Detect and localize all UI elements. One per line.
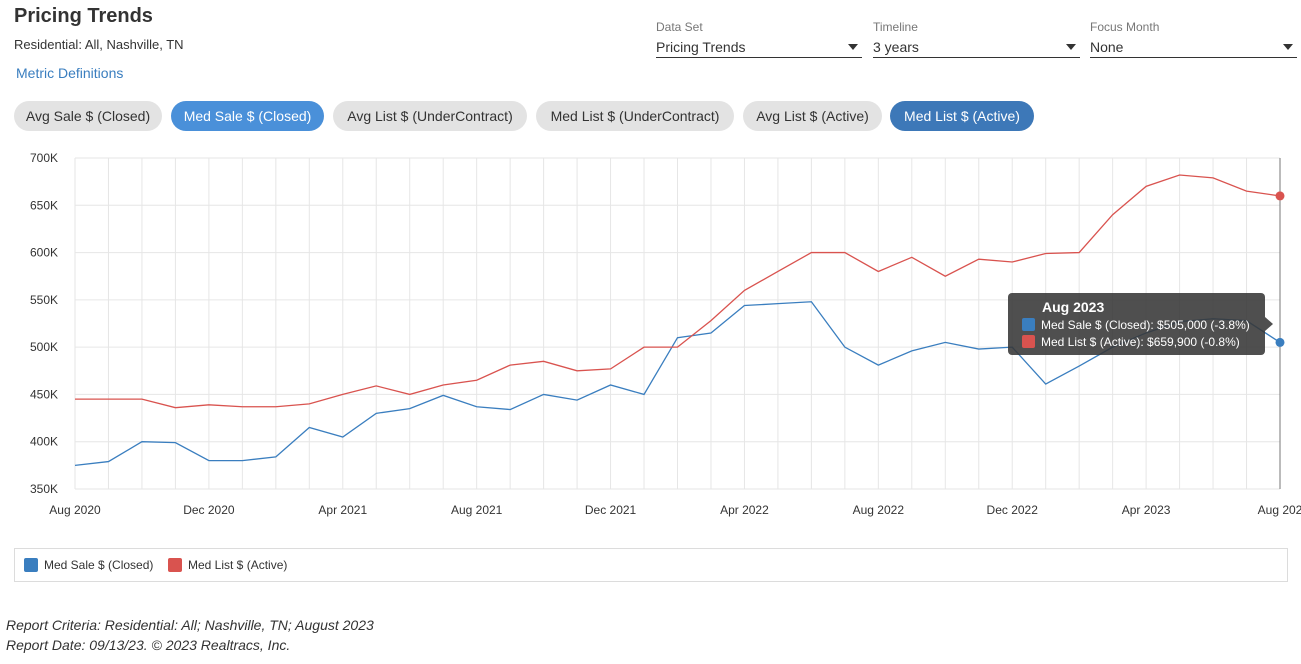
tooltip-arrow [1265,317,1273,331]
legend-item-med-list[interactable]: Med List $ (Active) [168,558,287,572]
metric-button-avg-list-active[interactable]: Avg List $ (Active) [743,101,882,131]
y-tick-label: 400K [30,435,58,449]
tooltip-row-med-sale: Med Sale $ (Closed): $505,000 (-3.8%) [1022,318,1250,332]
tooltip-row-med-list: Med List $ (Active): $659,900 (-0.8%) [1022,335,1240,349]
x-tick-label: Aug 202 [1258,503,1301,517]
tooltip-swatch-med-list [1022,335,1035,348]
focus-month-control: Focus Month None [1090,20,1297,58]
data-point [1275,337,1285,347]
y-tick-label: 700K [30,151,58,165]
tooltip-text-med-sale: Med Sale $ (Closed): $505,000 (-3.8%) [1041,318,1250,332]
report-date: Report Date: 09/13/23. © 2023 Realtracs,… [6,637,291,653]
legend-item-med-sale[interactable]: Med Sale $ (Closed) [24,558,153,572]
metric-button-med-list-undercontract[interactable]: Med List $ (UnderContract) [536,101,734,131]
metric-button-avg-list-undercontract[interactable]: Avg List $ (UnderContract) [333,101,527,131]
x-tick-label: Dec 2021 [585,503,637,517]
x-tick-label: Apr 2022 [720,503,769,517]
legend-label-med-list: Med List $ (Active) [188,558,288,572]
timeline-label: Timeline [873,20,918,34]
pricing-trends-chart[interactable]: 350K 400K 450K 500K 550K 600K 650K 700K Aug 2020… [0,145,1301,535]
chart-tooltip: Aug 2023 Med Sale $ (Closed): $505,000 (… [1008,293,1273,355]
timeline-control: Timeline 3 years [873,20,1080,58]
page-subtitle: Residential: All, Nashville, TN [14,37,184,52]
x-tick-label: Aug 2020 [49,503,101,517]
x-tick-label: Dec 2022 [987,503,1039,517]
chevron-down-icon [1066,44,1076,50]
chevron-down-icon [1283,44,1293,50]
metric-button-med-sale-closed[interactable]: Med Sale $ (Closed) [171,101,324,131]
y-tick-label: 600K [30,246,58,260]
x-tick-label: Apr 2023 [1122,503,1171,517]
y-tick-label: 450K [30,387,58,401]
focus-month-value: None [1090,39,1124,55]
x-tick-label: Apr 2021 [318,503,367,517]
page-title: Pricing Trends [14,5,153,27]
chart-legend: Med Sale $ (Closed) Med List $ (Active) [14,548,1288,582]
y-tick-label: 550K [30,293,58,307]
y-tick-label: 650K [30,198,58,212]
data-set-select[interactable]: Pricing Trends [656,39,862,58]
timeline-select[interactable]: 3 years [873,39,1080,58]
metric-definitions-link[interactable]: Metric Definitions [16,65,124,81]
focus-month-select[interactable]: None [1090,39,1297,58]
report-criteria: Report Criteria: Residential: All; Nashv… [6,617,374,633]
y-tick-label: 500K [30,340,58,354]
data-point [1275,191,1285,201]
legend-label-med-sale: Med Sale $ (Closed) [44,558,154,572]
focus-month-label: Focus Month [1090,20,1160,34]
x-tick-label: Aug 2022 [853,503,905,517]
timeline-value: 3 years [873,39,919,55]
data-set-control: Data Set Pricing Trends [656,20,862,58]
metric-button-avg-sale-closed[interactable]: Avg Sale $ (Closed) [14,101,162,131]
data-set-value: Pricing Trends [656,39,746,55]
tooltip-swatch-med-sale [1022,318,1035,331]
data-set-label: Data Set [656,20,703,34]
tooltip-text-med-list: Med List $ (Active): $659,900 (-0.8%) [1041,335,1240,349]
metric-button-med-list-active[interactable]: Med List $ (Active) [890,101,1034,131]
tooltip-title: Aug 2023 [1042,299,1105,315]
chevron-down-icon [848,44,858,50]
y-tick-label: 350K [30,482,58,496]
legend-swatch-med-list [168,558,182,572]
x-tick-label: Dec 2020 [183,503,235,517]
x-tick-label: Aug 2021 [451,503,503,517]
legend-swatch-med-sale [24,558,38,572]
